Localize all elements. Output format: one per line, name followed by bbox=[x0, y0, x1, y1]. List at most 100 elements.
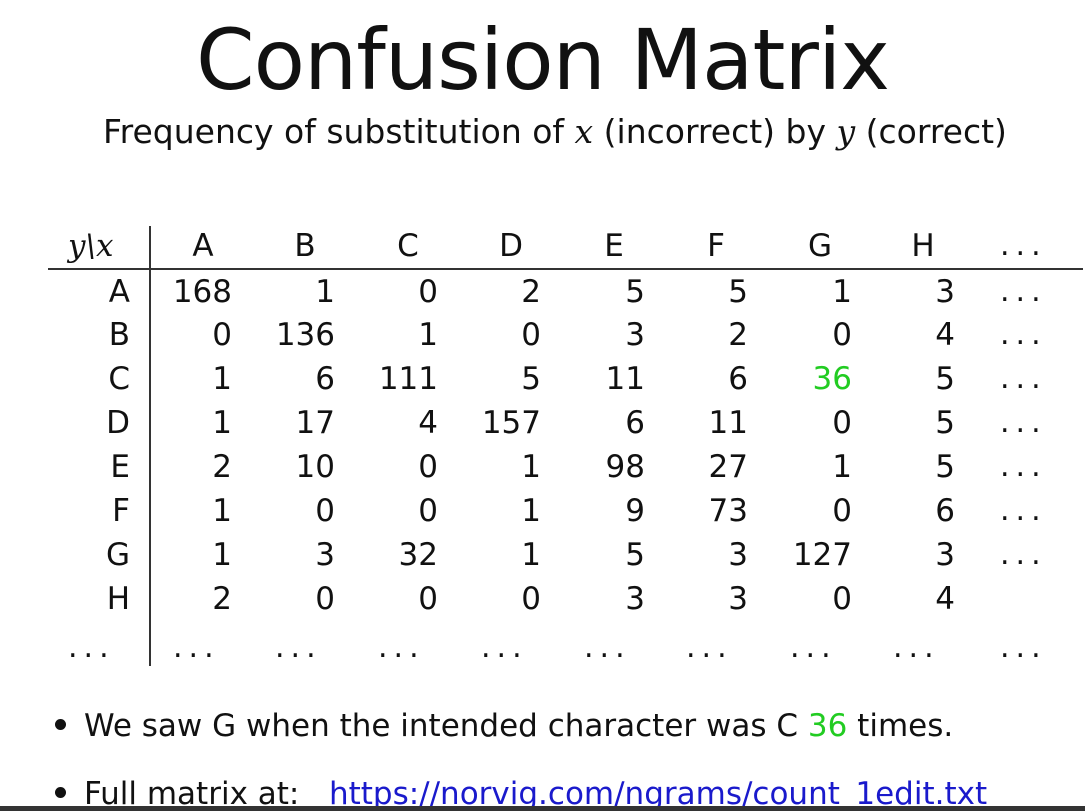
matrix-cell: 73 bbox=[708, 493, 748, 529]
row-ellipsis: ... bbox=[1000, 493, 1047, 528]
row-header: E bbox=[110, 449, 130, 485]
matrix-cell: 5 bbox=[935, 361, 955, 397]
column-ellipsis: ... bbox=[893, 630, 940, 665]
matrix-cell: 27 bbox=[708, 449, 748, 485]
row-ellipsis: ... bbox=[1000, 405, 1047, 440]
matrix-cell: 1 bbox=[418, 317, 438, 353]
row-header: G bbox=[105, 537, 130, 573]
column-header: B bbox=[294, 228, 316, 264]
matrix-cell: 1 bbox=[832, 274, 852, 310]
matrix-cell: 2 bbox=[212, 449, 232, 485]
matrix-cell: 5 bbox=[935, 405, 955, 441]
row-ellipsis: ... bbox=[1000, 537, 1047, 572]
matrix-cell: 6 bbox=[315, 361, 335, 397]
bullet-observation-text: We saw G when the intended character was… bbox=[84, 708, 808, 744]
matrix-cell: 6 bbox=[728, 361, 748, 397]
matrix-cell: 5 bbox=[625, 274, 645, 310]
column-header: G bbox=[807, 228, 833, 264]
column-header: H bbox=[911, 228, 935, 264]
matrix-cell: 0 bbox=[418, 274, 438, 310]
matrix-cell: 168 bbox=[172, 274, 232, 310]
column-header: D bbox=[499, 228, 523, 264]
matrix-cell: 3 bbox=[728, 581, 748, 617]
matrix-cell: 3 bbox=[728, 537, 748, 573]
matrix-cell: 0 bbox=[832, 405, 852, 441]
bullet-observation-suffix: times. bbox=[847, 708, 954, 744]
row-header: H bbox=[106, 581, 130, 617]
row-header: C bbox=[108, 361, 130, 397]
row-header-ellipsis: ... bbox=[68, 630, 115, 665]
matrix-cell: 2 bbox=[212, 581, 232, 617]
matrix-cell: 0 bbox=[418, 493, 438, 529]
header-divider-line bbox=[48, 268, 1083, 270]
column-header-ellipsis: ... bbox=[1000, 228, 1047, 263]
matrix-cell: 136 bbox=[275, 317, 335, 353]
matrix-cell: 1 bbox=[832, 449, 852, 485]
bullet-dot bbox=[55, 719, 66, 730]
column-ellipsis: ... bbox=[378, 630, 425, 665]
matrix-cell: 1 bbox=[521, 449, 541, 485]
subtitle-middle: (incorrect) by bbox=[593, 112, 837, 151]
matrix-cell: 0 bbox=[832, 317, 852, 353]
matrix-cell: 0 bbox=[521, 317, 541, 353]
matrix-cell: 32 bbox=[398, 537, 438, 573]
matrix-cell-highlighted: 36 bbox=[812, 361, 852, 397]
matrix-cell: 157 bbox=[481, 405, 541, 441]
matrix-cell: 3 bbox=[625, 317, 645, 353]
matrix-cell: 127 bbox=[792, 537, 852, 573]
matrix-cell: 98 bbox=[605, 449, 645, 485]
matrix-cell: 0 bbox=[418, 581, 438, 617]
column-ellipsis: ... bbox=[275, 630, 322, 665]
matrix-cell: 4 bbox=[935, 317, 955, 353]
matrix-cell: 3 bbox=[935, 274, 955, 310]
row-header: B bbox=[108, 317, 130, 353]
matrix-cell: 1 bbox=[315, 274, 335, 310]
column-header: E bbox=[604, 228, 624, 264]
matrix-cell: 1 bbox=[212, 405, 232, 441]
bullet-observation-count: 36 bbox=[807, 708, 848, 744]
matrix-cell: 111 bbox=[378, 361, 438, 397]
matrix-corner-label: y\x bbox=[68, 228, 114, 264]
matrix-cell: 9 bbox=[625, 493, 645, 529]
matrix-cell: 17 bbox=[295, 405, 335, 441]
matrix-cell: 0 bbox=[315, 493, 335, 529]
full-matrix-link[interactable]: https://norvig.com/ngrams/count_1edit.tx… bbox=[328, 776, 988, 811]
matrix-cell: 0 bbox=[418, 449, 438, 485]
subtitle-prefix: Frequency of substitution of bbox=[103, 112, 575, 151]
row-header: F bbox=[112, 493, 130, 529]
matrix-cell: 5 bbox=[625, 537, 645, 573]
matrix-cell: 4 bbox=[418, 405, 438, 441]
matrix-cell: 0 bbox=[832, 581, 852, 617]
matrix-cell: 4 bbox=[935, 581, 955, 617]
matrix-cell: 11 bbox=[708, 405, 748, 441]
column-ellipsis: ... bbox=[686, 630, 733, 665]
matrix-cell: 1 bbox=[521, 493, 541, 529]
matrix-cell: 6 bbox=[625, 405, 645, 441]
matrix-cell: 11 bbox=[605, 361, 645, 397]
matrix-cell: 1 bbox=[212, 493, 232, 529]
bullet-observation: We saw G when the intended character was… bbox=[55, 706, 953, 746]
slide-subtitle: Frequency of substitution of x (incorrec… bbox=[0, 110, 1085, 154]
subtitle-suffix: (correct) bbox=[855, 112, 1007, 151]
row-ellipsis: ... bbox=[1000, 274, 1047, 309]
row-ellipsis: ... bbox=[1000, 449, 1047, 484]
matrix-cell: 0 bbox=[212, 317, 232, 353]
matrix-cell: 10 bbox=[295, 449, 335, 485]
column-ellipsis: ... bbox=[584, 630, 631, 665]
matrix-cell: 6 bbox=[935, 493, 955, 529]
matrix-cell: 2 bbox=[521, 274, 541, 310]
matrix-cell: 5 bbox=[521, 361, 541, 397]
slide-title: Confusion Matrix bbox=[196, 11, 890, 109]
column-header: A bbox=[192, 228, 214, 264]
matrix-cell: 3 bbox=[315, 537, 335, 573]
matrix-cell: 2 bbox=[728, 317, 748, 353]
bullet-dot bbox=[55, 787, 66, 798]
column-ellipsis: ... bbox=[790, 630, 837, 665]
matrix-cell: 1 bbox=[212, 361, 232, 397]
column-header: C bbox=[397, 228, 419, 264]
matrix-cell: 0 bbox=[832, 493, 852, 529]
row-header: D bbox=[106, 405, 130, 441]
row-ellipsis: ... bbox=[1000, 361, 1047, 396]
matrix-cell: 3 bbox=[625, 581, 645, 617]
matrix-cell: 1 bbox=[212, 537, 232, 573]
